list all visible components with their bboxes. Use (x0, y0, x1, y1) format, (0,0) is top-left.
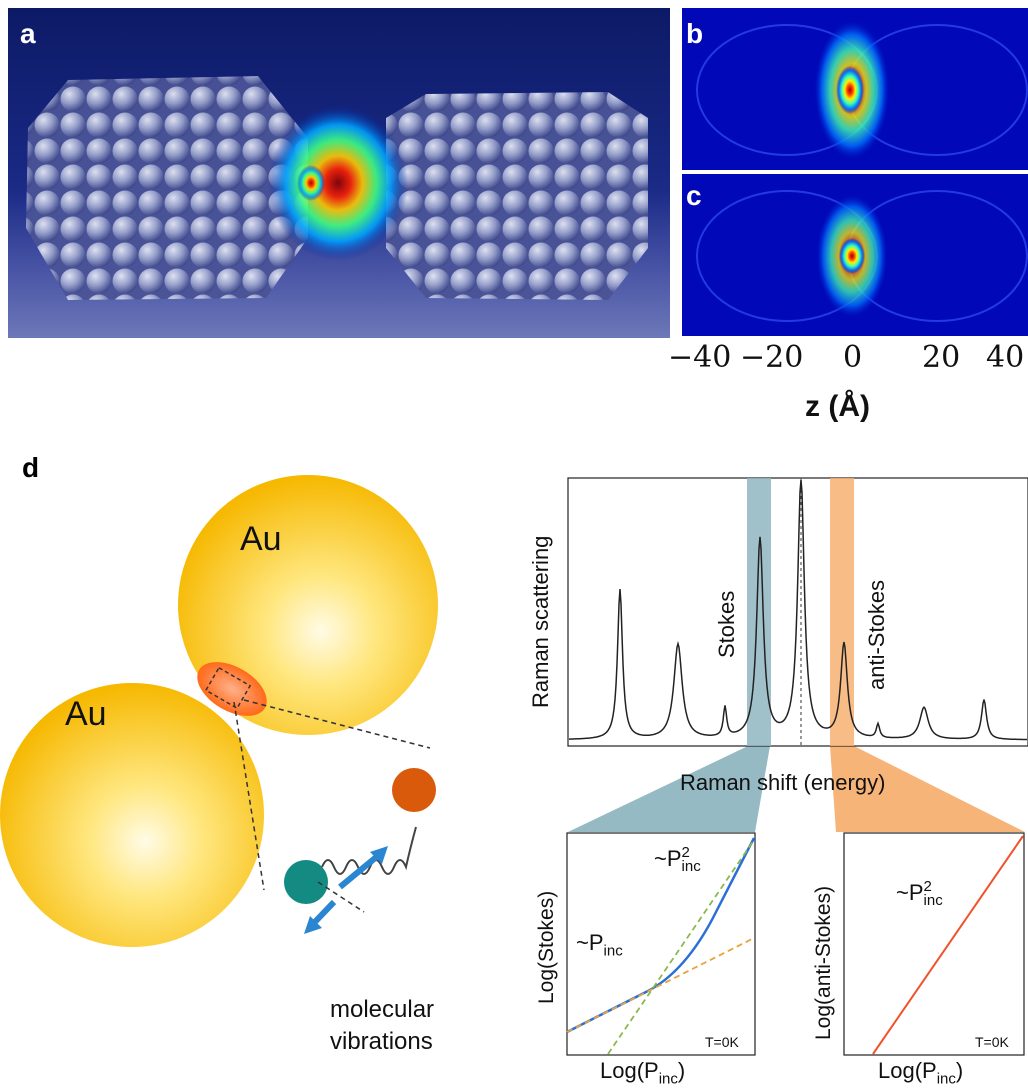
stokes-quadratic-asymptote (607, 839, 755, 1055)
stokes-plot-ylabel: Log(Stokes) (535, 890, 558, 1004)
panel-c-label: c (686, 180, 702, 211)
field-map-c (682, 174, 1028, 336)
au-label-top: Au (240, 520, 282, 558)
panel-b-label: b (686, 18, 704, 49)
vibration-label-line1: molecular (330, 996, 435, 1023)
vibration-label-line2: vibrations (330, 1028, 433, 1055)
antistokes-quadratic-line (872, 835, 1024, 1055)
antistokes-plot-xlabel: Log(Pinc) (878, 1058, 964, 1088)
left-nanoparticle (26, 76, 308, 300)
stokes-plot-note: T=0K (705, 1034, 739, 1050)
gold-sphere-bottom (0, 683, 264, 947)
panel-a-label: a (20, 18, 36, 49)
stokes-linear-asymptote (566, 937, 755, 1033)
z-axis-title: z (Å) (805, 390, 870, 423)
antistokes-power-plot (843, 832, 1025, 1056)
antistokes-label: anti-Stokes (864, 579, 889, 690)
stokes-zoom-wedge (568, 746, 770, 832)
tick-label: −40 (668, 340, 732, 375)
tick-label: 20 (922, 340, 961, 375)
stokes-power-plot (566, 832, 756, 1056)
molecular-bond (321, 826, 417, 875)
stokes-label: Stokes (714, 590, 739, 658)
gap-illustration (0, 475, 438, 947)
antistokes-zoom-wedge (830, 746, 1025, 832)
antistokes-band (830, 478, 854, 746)
panel-d-label: d (22, 452, 40, 483)
field-map-b (682, 8, 1028, 170)
tick-label: −20 (740, 340, 804, 375)
tick-label: 0 (843, 340, 863, 375)
antistokes-plot-note: T=0K (975, 1034, 1009, 1050)
raman-xlabel: Raman shift (energy) (680, 770, 886, 795)
linear-scaling-label: ~Pinc (576, 930, 623, 960)
panel-a: a (8, 8, 670, 338)
tick-label: 40 (986, 340, 1025, 375)
gap-hotspot (268, 105, 408, 261)
spectrum-frame (567, 477, 1028, 747)
antistokes-quadratic-label: ~P 2 inc (896, 878, 943, 910)
au-label-bottom: Au (65, 695, 107, 733)
raman-spectrum-line (569, 479, 1027, 741)
quadratic-scaling-label: ~P 2 inc (654, 844, 701, 876)
molecule-atom-left (284, 860, 328, 904)
right-nanoparticle (386, 92, 648, 300)
panel-c: c (682, 174, 1028, 336)
antistokes-plot-ylabel: Log(anti-Stokes) (812, 885, 835, 1040)
stokes-plot-xlabel: Log(Pinc) (600, 1058, 686, 1088)
nanoparticle-dimer-render (8, 8, 670, 338)
molecule-atom-right (392, 768, 436, 812)
raman-spectrum-chart (567, 477, 1028, 832)
panel-b: b (682, 8, 1028, 170)
raman-ylabel: Raman scattering (528, 535, 553, 708)
